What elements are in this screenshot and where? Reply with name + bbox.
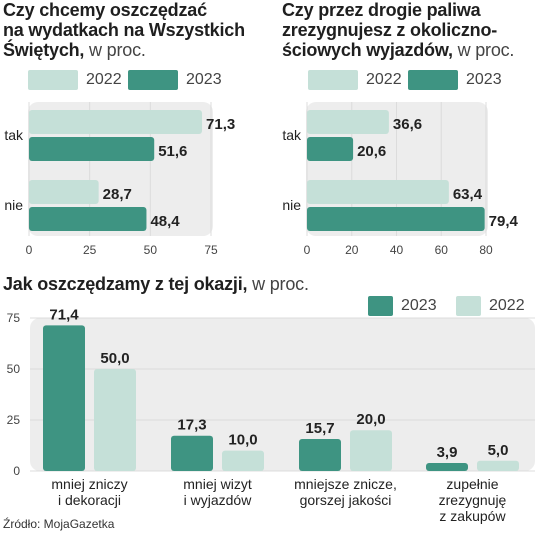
chart1-category-label: tak [4, 127, 24, 143]
chart3-bar-2022-1 [94, 369, 136, 471]
chart2-x-tick-label: 60 [435, 243, 449, 257]
chart3-category-label: zupełnie [446, 476, 498, 492]
chart3-legend-swatch-2022 [456, 296, 481, 316]
chart1-data-label: 71,3 [206, 116, 235, 133]
chart3-data-label: 17,3 [177, 417, 206, 434]
chart2-x-tick-label: 0 [304, 243, 311, 257]
chart3-data-label: 20,0 [356, 411, 385, 428]
chart2-category-label: nie [282, 197, 301, 213]
chart2-category-label: tak [282, 127, 302, 143]
chart3-category-label: z zakupów [439, 508, 506, 524]
chart2-legend-label-2022: 2022 [366, 71, 402, 88]
chart3-bar-2023-3 [299, 438, 341, 471]
chart2-legend-label-2023: 2023 [466, 71, 502, 88]
chart3-bar-2022-3 [350, 430, 392, 471]
chart2-data-label: 79,4 [489, 213, 519, 230]
chart3-category-label: mniej zniczy [51, 476, 127, 492]
chart3-category-label: mniej wizyt [183, 476, 252, 492]
chart3-y-tick-label: 50 [7, 362, 21, 376]
chart3-bar-2023-2 [171, 435, 213, 471]
chart2-bar-2023-tak [307, 137, 354, 161]
chart3-data-label: 10,0 [228, 432, 257, 449]
chart3-category-label: gorszej jakości [300, 492, 392, 508]
chart3-bar-2023-4 [426, 463, 468, 471]
chart1-data-label: 51,6 [158, 143, 187, 160]
chart3-title-text: Jak oszczędzamy z tej okazji, [3, 274, 248, 294]
chart2-legend: 2022 2023 [308, 70, 508, 90]
chart2-x-tick-label: 80 [479, 243, 493, 257]
chart1-legend-label-2023: 2023 [186, 71, 222, 88]
chart3-y-tick-label: 25 [7, 413, 21, 427]
chart3-category-label: i wyjazdów [184, 492, 253, 508]
chart2-title-line-1: Czy przez drogie paliwa [282, 0, 481, 20]
chart2-x-tick-label: 40 [390, 243, 404, 257]
chart2-title-line-2: zrezygnujesz z okoliczno- [282, 20, 498, 40]
chart2-bar-2023-nie [307, 207, 485, 231]
source-note: Źródło: MojaGazetka [3, 517, 115, 531]
chart2-title: Czy przez drogie paliwa zrezygnujesz z o… [282, 0, 536, 60]
chart3-unit: w proc. [252, 274, 309, 294]
chart1-x-tick-label: 50 [144, 243, 158, 257]
chart3-legend-swatch-2023 [368, 296, 393, 316]
chart1-x-tick-label: 0 [26, 243, 33, 257]
chart2-data-label: 63,4 [453, 186, 483, 203]
chart2-unit: w proc. [457, 40, 515, 60]
chart3-title: Jak oszczędzamy z tej okazji, w proc. [3, 274, 403, 294]
chart3-data-label: 3,9 [437, 444, 458, 461]
chart3-data-label: 50,0 [100, 350, 129, 367]
chart1-bar-2022-tak [29, 110, 203, 134]
chart3-legend-label-2023: 2023 [401, 297, 437, 314]
chart3-panel [30, 318, 535, 471]
chart3-data-label: 71,4 [49, 306, 79, 323]
chart3-data-label: 15,7 [305, 420, 334, 437]
chart1-legend-swatch-2023 [128, 70, 178, 90]
chart1-legend: 2022 2023 [28, 70, 228, 90]
chart3-y-tick-label: 0 [13, 464, 20, 478]
chart1-title-line-1: Czy chcemy oszczędzać [3, 0, 207, 20]
chart2-data-label: 36,6 [393, 116, 422, 133]
chart2-x-tick-label: 20 [345, 243, 359, 257]
chart1-title-line-3: Świętych, [3, 40, 85, 60]
chart3-data-label: 5,0 [488, 442, 509, 459]
chart3-legend-label-2022: 2022 [489, 297, 525, 314]
chart1-legend-label-2022: 2022 [86, 71, 122, 88]
chart2-title-line-3: ściowych wyjazdów, [282, 40, 453, 60]
chart1-legend-swatch-2022 [28, 70, 78, 90]
chart1-bar-2023-nie [29, 207, 147, 231]
chart2-bar-2022-nie [307, 180, 449, 204]
chart3-legend: 2023 2022 [368, 296, 536, 316]
chart1-data-label: 28,7 [103, 186, 132, 203]
chart1-bar-2023-tak [29, 137, 155, 161]
chart3-y-tick-label: 75 [7, 311, 21, 325]
chart1-title: Czy chcemy oszczędzać na wydatkach na Ws… [3, 0, 273, 60]
chart2-bar-2022-tak [307, 110, 389, 134]
chart3-category-label: zrezygnuję [439, 492, 507, 508]
chart2-legend-swatch-2023 [408, 70, 458, 90]
chart3-category-label: mniejsze znicze, [294, 476, 397, 492]
chart3-category-label: i dekoracji [58, 492, 121, 508]
chart1-data-label: 48,4 [150, 213, 180, 230]
chart1-unit: w proc. [89, 40, 146, 60]
chart1-x-tick-label: 75 [204, 243, 218, 257]
chart3-bar-2022-2 [222, 450, 264, 471]
chart1-title-line-2: na wydatkach na Wszystkich [3, 20, 245, 40]
chart3-bar-2022-4 [477, 460, 519, 471]
chart1-x-tick-label: 25 [83, 243, 97, 257]
chart1-bar-2022-nie [29, 180, 99, 204]
chart1-category-label: nie [4, 197, 23, 213]
chart2-legend-swatch-2022 [308, 70, 358, 90]
chart2-data-label: 20,6 [357, 143, 386, 160]
chart3-bar-2023-1 [43, 325, 85, 471]
